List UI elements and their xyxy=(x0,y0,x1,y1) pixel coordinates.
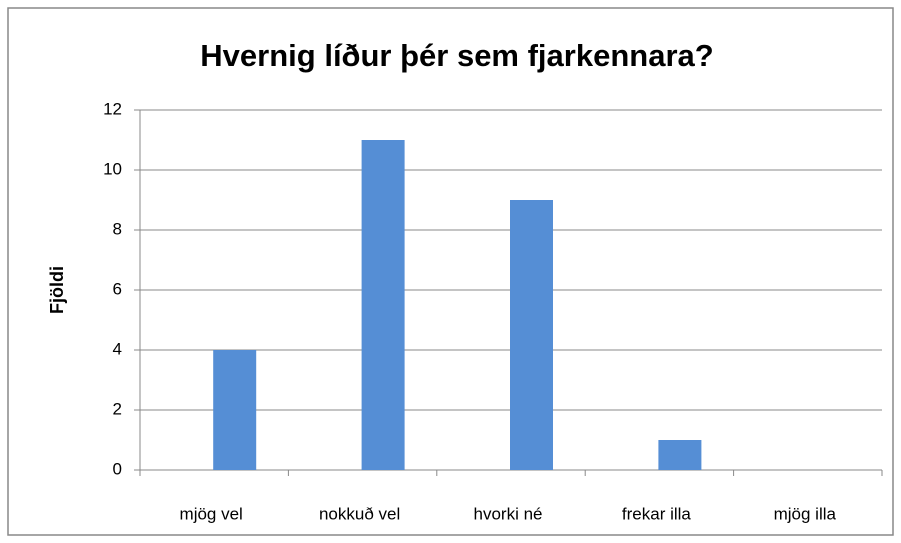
bar xyxy=(658,440,702,470)
bar xyxy=(510,200,553,470)
y-tick-label: 12 xyxy=(103,99,122,118)
x-tick-label: nokkuð vel xyxy=(319,504,400,523)
y-tick-label: 0 xyxy=(113,459,122,478)
x-tick-label: frekar illa xyxy=(622,504,692,523)
bar xyxy=(361,140,405,470)
y-axis-label: Fjöldi xyxy=(47,266,67,314)
y-tick-label: 2 xyxy=(113,399,122,418)
y-tick-label: 4 xyxy=(113,339,122,358)
bar xyxy=(213,350,257,470)
chart-title: Hvernig líður þér sem fjarkennara? xyxy=(200,38,713,73)
y-tick-label: 10 xyxy=(103,159,122,178)
chart-border xyxy=(7,7,894,536)
y-tick-label: 8 xyxy=(113,219,122,238)
y-tick-label: 6 xyxy=(113,279,122,298)
x-tick-label: mjög illa xyxy=(774,504,837,523)
x-tick-label: hvorki né xyxy=(474,504,543,523)
x-tick-label: mjög vel xyxy=(180,504,243,523)
